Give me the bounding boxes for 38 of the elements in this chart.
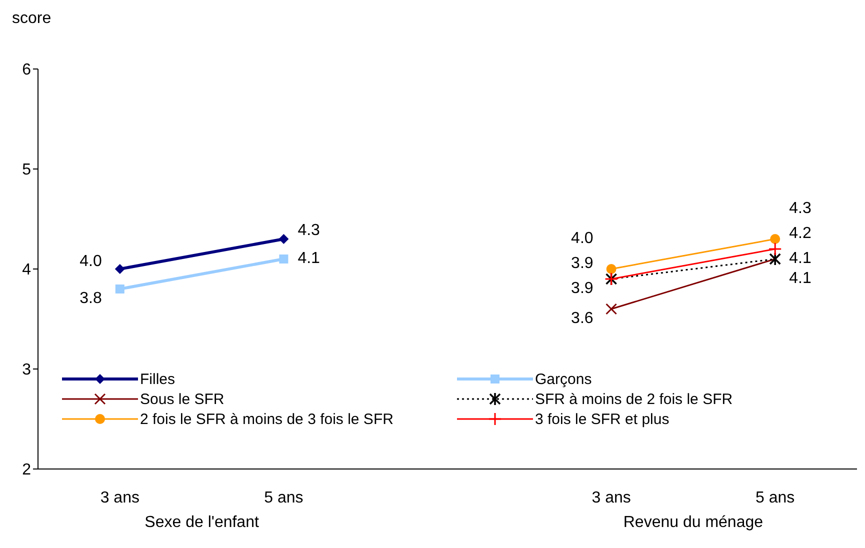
data-label: 3.6 (571, 310, 594, 328)
data-label: 4.3 (789, 200, 812, 218)
data-label: 3.9 (571, 255, 594, 272)
text: Revenu du ménage (622, 514, 764, 532)
data-label: 4.0 (80, 253, 102, 270)
data-label: 3.9 (571, 280, 594, 298)
point (606, 264, 616, 274)
y-tick-label: 3 (22, 362, 32, 379)
y-tick-label: 2 (22, 462, 32, 479)
legend-label: Sous le SFR (140, 390, 224, 408)
legend-label: 3 fois le SFR et plus (535, 410, 670, 428)
data-label: 4.1 (789, 250, 812, 268)
point (770, 234, 780, 244)
text: Sexe de l'enfant (144, 514, 260, 532)
y-tick-label: 4 (22, 262, 32, 279)
data-label: 4.3 (298, 222, 320, 240)
legend-label: SFR à moins de 2 fois le SFR (535, 390, 733, 408)
x-tick-label: 5 ans (756, 489, 795, 506)
legend-label: Garçons (535, 370, 592, 388)
y-axis-title: score (12, 10, 52, 28)
y-tick-label: 6 (22, 62, 32, 79)
point (279, 254, 288, 264)
data-label: 4.2 (789, 225, 812, 242)
data-label: 3.8 (80, 290, 102, 308)
point (115, 284, 124, 294)
data-label: 4.0 (571, 230, 594, 248)
data-label: 4.1 (789, 270, 812, 288)
x-tick-label: 5 ans (264, 489, 304, 506)
point (114, 264, 125, 274)
point (606, 303, 618, 315)
x-tick-label: 3 ans (100, 489, 140, 506)
point (768, 242, 782, 256)
legend-label: Filles (140, 370, 176, 388)
x-tick-label: 3 ans (592, 489, 631, 506)
point (278, 234, 289, 244)
legend-label: 2 fois le SFR à moins de 3 fois le SFR (140, 410, 394, 428)
data-label: 4.1 (298, 250, 320, 268)
y-tick-label: 5 (22, 162, 32, 179)
